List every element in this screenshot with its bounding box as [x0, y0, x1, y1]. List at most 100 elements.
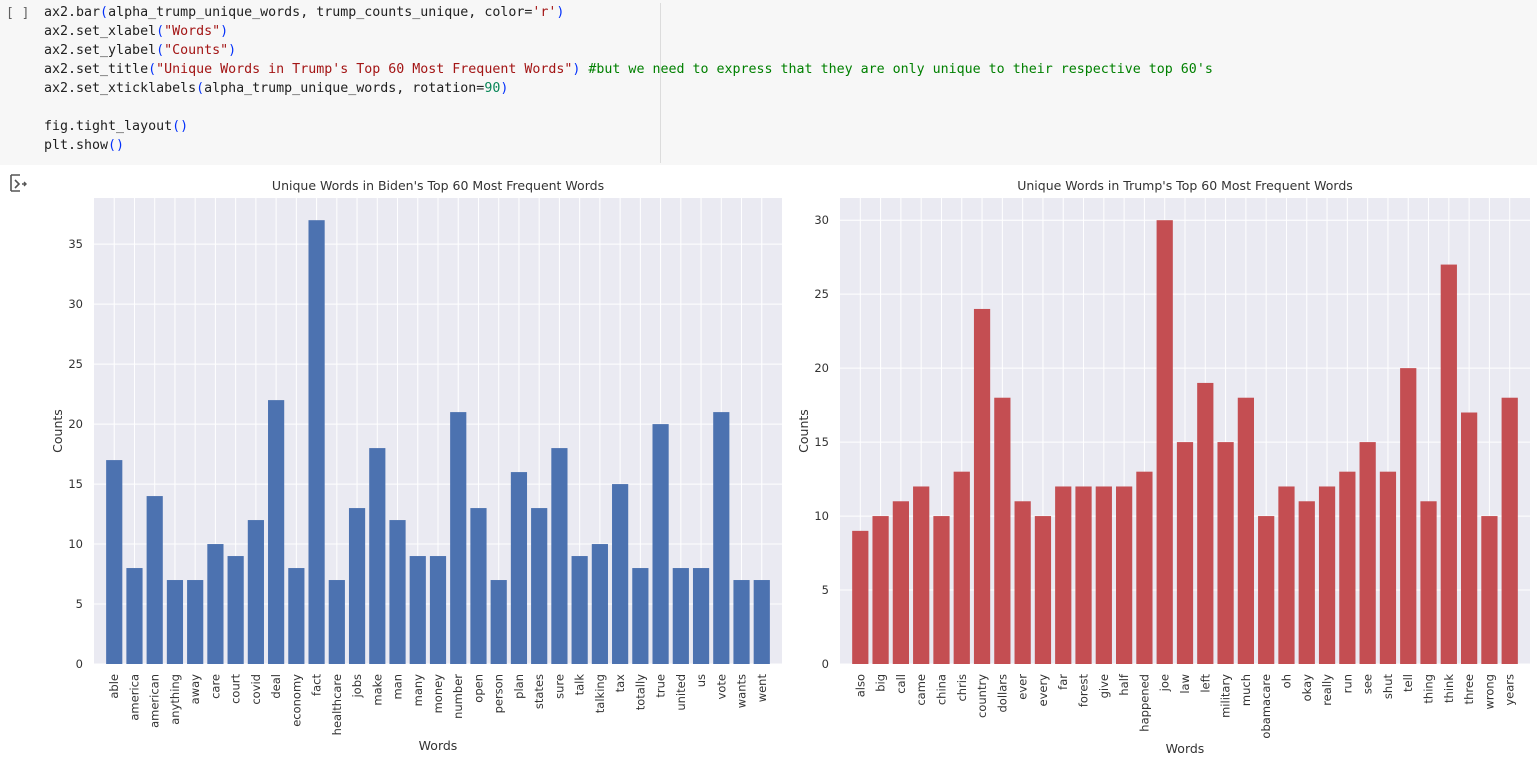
- x-tick-label: call: [894, 674, 908, 694]
- bar-totally: [632, 568, 649, 664]
- bar-america: [126, 568, 143, 664]
- y-tick-label: 30: [68, 297, 83, 311]
- code-token: ax2.set_ylabel: [44, 43, 157, 58]
- bar-military: [1217, 442, 1234, 664]
- bar-true: [652, 424, 669, 664]
- bar-states: [531, 508, 548, 664]
- bar-anything: [166, 580, 184, 664]
- code-token: fig.tight_layout: [44, 119, 173, 134]
- code-token: "Unique Words in Trump's Top 60 Most Fre…: [156, 62, 573, 77]
- code-line[interactable]: ax2.set_ylabel("Counts"): [44, 41, 660, 60]
- x-tick-label: came: [914, 674, 928, 706]
- bar-left: [1197, 382, 1214, 664]
- x-tick-label: chris: [955, 674, 969, 702]
- x-tick-label: wrong: [1482, 674, 1496, 710]
- x-tick-label: oh: [1279, 674, 1293, 688]
- bar-vote: [713, 412, 730, 664]
- x-tick-label: us: [694, 674, 708, 687]
- x-tick-label: big: [874, 674, 888, 692]
- x-tick-label: forest: [1077, 674, 1091, 708]
- chart-1: 0 5 10 15 20 25 30 35 able america american anythin…: [50, 178, 782, 753]
- x-tick-label: care: [208, 674, 222, 699]
- bar-jobs: [348, 508, 366, 664]
- y-tick-label: 25: [68, 357, 83, 371]
- code-token: plt.show: [44, 138, 109, 153]
- x-tick-label: covid: [249, 674, 263, 705]
- bar-half: [1116, 486, 1133, 664]
- x-tick-label: united: [674, 674, 688, 711]
- y-tick-label: 35: [68, 237, 83, 251]
- x-tick-label: vote: [714, 674, 728, 699]
- code-token: ): [220, 24, 229, 39]
- code-editor[interactable]: ax2.bar(alpha_trump_unique_words, trump_…: [44, 3, 1213, 163]
- x-tick-label: military: [1219, 674, 1233, 718]
- bar-forest: [1075, 486, 1092, 664]
- bar-ever: [1014, 501, 1031, 664]
- y-tick-label: 5: [76, 597, 83, 611]
- code-line[interactable]: ax2.set_xticklabels(alpha_trump_unique_w…: [44, 79, 660, 98]
- x-tick-label: went: [755, 674, 769, 703]
- code-line[interactable]: fig.tight_layout(): [44, 117, 660, 136]
- bar-really: [1318, 486, 1336, 664]
- bar-open: [470, 508, 487, 664]
- bar-shut: [1379, 471, 1397, 664]
- figure: 0 5 10 15 20 25 30 35 able america american anythin…: [50, 178, 1530, 756]
- code-line[interactable]: ax2.bar(alpha_trump_unique_words, trump_…: [44, 3, 660, 22]
- bar-obamacare: [1258, 516, 1275, 664]
- code-token: (: [100, 5, 109, 20]
- x-tick-label: person: [492, 674, 506, 713]
- code-line[interactable]: plt.show(): [44, 136, 660, 155]
- code-token: ax2.set_xticklabels: [44, 81, 197, 96]
- bar-make: [369, 448, 386, 664]
- bar-tell: [1400, 368, 1417, 664]
- x-tick-label: give: [1097, 674, 1111, 698]
- bar-fact: [308, 220, 325, 664]
- y-axis-label: Counts: [796, 409, 811, 453]
- bar-economy: [288, 568, 305, 664]
- y-tick-label: 15: [68, 477, 83, 491]
- run-indicator[interactable]: [ ]: [6, 6, 30, 21]
- code-token: (: [156, 24, 165, 39]
- x-tick-label: open: [471, 674, 485, 703]
- y-axis-label: Counts: [50, 409, 65, 453]
- code-line[interactable]: ax2.set_xlabel("Words"): [44, 22, 660, 41]
- x-tick-label: years: [1503, 674, 1517, 706]
- x-tick-label: much: [1239, 674, 1253, 706]
- bar-chris: [953, 471, 970, 664]
- bar-away: [187, 580, 204, 664]
- x-tick-label: plan: [512, 674, 526, 699]
- x-tick-label: deal: [269, 674, 283, 699]
- y-tick-label: 0: [822, 657, 829, 671]
- bar-came: [913, 486, 930, 664]
- x-tick-label: talking: [593, 674, 607, 713]
- code-token: (: [156, 43, 165, 58]
- x-tick-label: every: [1036, 674, 1050, 707]
- code-token: "Words": [164, 24, 221, 39]
- y-tick-label: 25: [814, 287, 829, 301]
- y-tick-label: 20: [814, 361, 829, 375]
- chart-title: Unique Words in Trump's Top 60 Most Freq…: [1017, 178, 1353, 193]
- bar-person: [490, 580, 507, 664]
- bar-number: [450, 412, 467, 664]
- x-axis-label: Words: [1166, 741, 1205, 756]
- x-tick-label: dollars: [995, 674, 1009, 713]
- bar-plan: [510, 472, 528, 664]
- chart-2: 0 5 10 15 20 25 30 also big call came china chris cou…: [796, 178, 1530, 756]
- y-tick-label: 10: [68, 537, 83, 551]
- code-cell[interactable]: [ ] ax2.bar(alpha_trump_unique_words, tr…: [0, 0, 1537, 165]
- code-line[interactable]: [44, 98, 660, 117]
- x-tick-label: states: [532, 674, 546, 709]
- x-tick-label: also: [853, 674, 867, 697]
- bar-wrong: [1481, 516, 1498, 664]
- code-line[interactable]: ax2.set_title("Unique Words in Trump's T…: [44, 60, 1213, 79]
- x-tick-label: okay: [1300, 674, 1314, 702]
- output-toggle-icon[interactable]: [8, 172, 30, 194]
- x-tick-label: wants: [735, 674, 749, 708]
- code-token: "Counts": [164, 43, 229, 58]
- code-token: ): [500, 81, 509, 96]
- x-tick-label: away: [188, 674, 202, 704]
- code-token: alpha_trump_unique_words, rotation=: [204, 81, 485, 96]
- x-tick-label: fact: [310, 674, 324, 696]
- x-tick-label: half: [1117, 673, 1131, 696]
- bar-court: [227, 556, 244, 664]
